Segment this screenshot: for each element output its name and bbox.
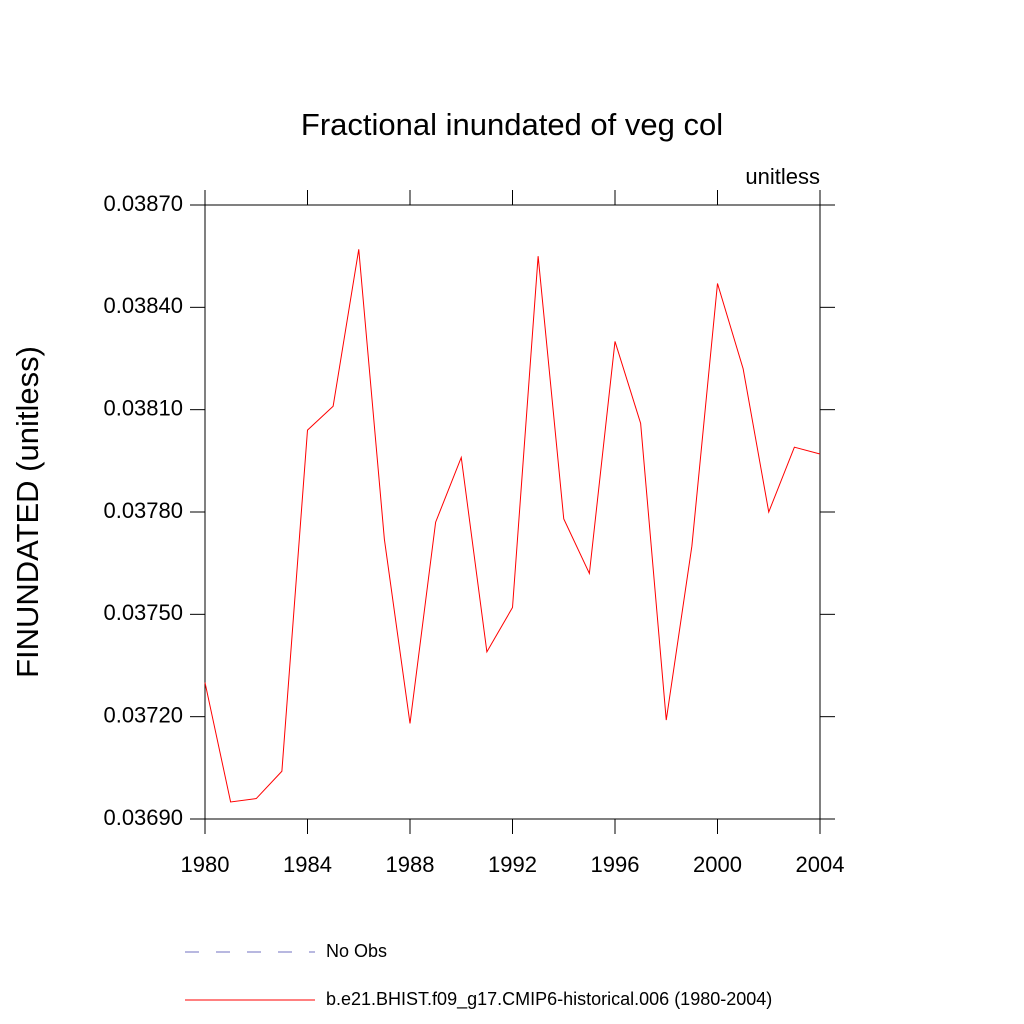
y-tick-label: 0.03690 — [103, 805, 183, 830]
x-tick-label: 1992 — [488, 852, 537, 877]
y-tick-label: 0.03720 — [103, 702, 183, 727]
legend-label: b.e21.BHIST.f09_g17.CMIP6-historical.006… — [326, 989, 772, 1010]
x-tick-label: 1980 — [181, 852, 230, 877]
x-tick-label: 2004 — [796, 852, 845, 877]
x-tick-label: 1988 — [386, 852, 435, 877]
y-tick-label: 0.03840 — [103, 293, 183, 318]
y-tick-label: 0.03750 — [103, 600, 183, 625]
x-tick-label: 2000 — [693, 852, 742, 877]
y-axis-label: FINUNDATED (unitless) — [10, 346, 45, 678]
y-tick-label: 0.03780 — [103, 498, 183, 523]
chart-title: Fractional inundated of veg col — [301, 107, 723, 142]
x-tick-label: 1996 — [591, 852, 640, 877]
chart-subtitle: unitless — [745, 164, 820, 189]
y-tick-label: 0.03810 — [103, 395, 183, 420]
legend-label: No Obs — [326, 941, 387, 961]
data-line — [204, 249, 821, 803]
y-tick-label: 0.03870 — [103, 191, 183, 216]
x-tick-label: 1984 — [283, 852, 332, 877]
